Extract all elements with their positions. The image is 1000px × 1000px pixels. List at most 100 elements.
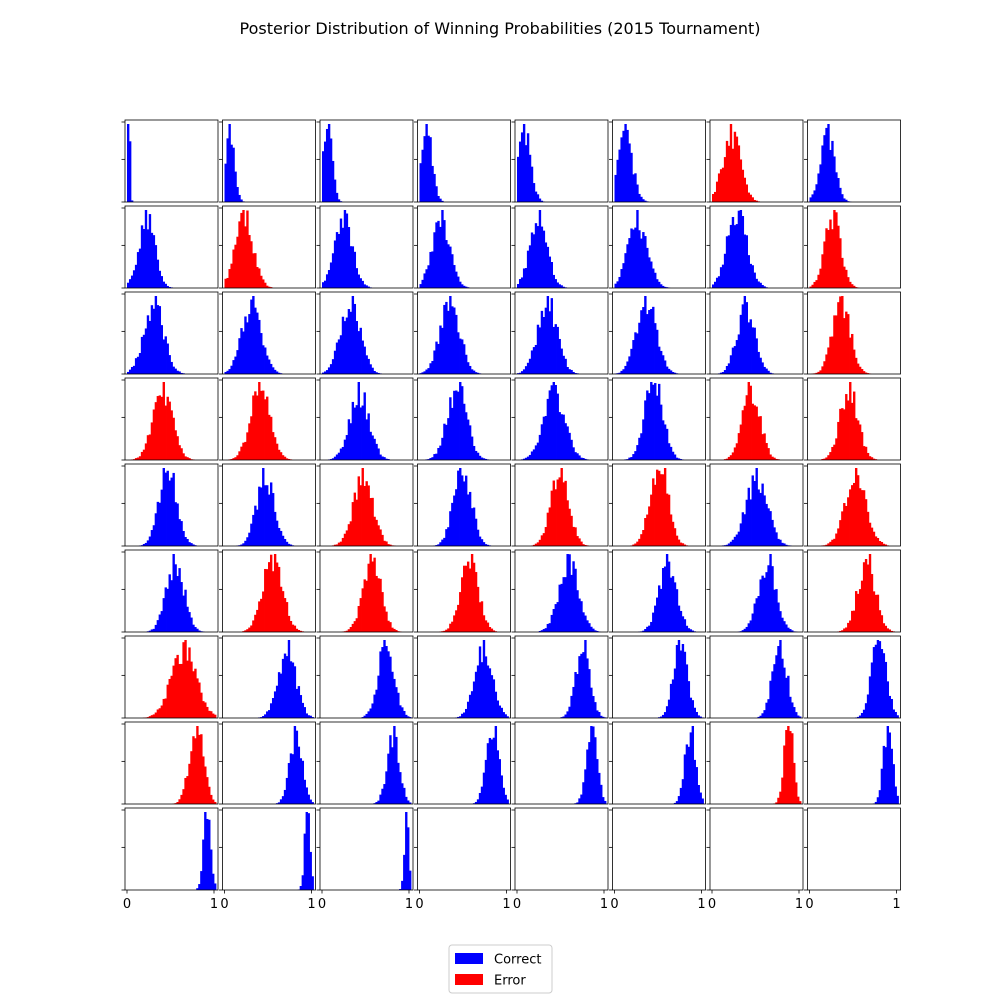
histogram-bar xyxy=(184,456,187,460)
histogram-bar xyxy=(283,789,287,804)
histogram-bar xyxy=(862,490,866,546)
histogram-bar xyxy=(230,144,233,202)
histogram-bar xyxy=(162,281,165,288)
histogram-bar xyxy=(367,286,370,288)
histogram-panel xyxy=(804,635,901,719)
histogram-panel xyxy=(316,635,414,719)
histogram-bar xyxy=(777,797,780,804)
histogram-bar xyxy=(522,458,526,460)
histogram-bar xyxy=(652,384,655,460)
histogram-bar xyxy=(791,702,794,718)
histogram-bar xyxy=(273,691,277,718)
histogram-panel xyxy=(121,807,219,894)
histogram-bar xyxy=(779,539,782,546)
histogram-bar xyxy=(590,687,593,718)
histogram-bar xyxy=(723,253,727,288)
histogram-bar xyxy=(634,227,637,288)
histogram-bar xyxy=(542,230,546,288)
histogram-bar xyxy=(825,457,828,460)
histogram-bar xyxy=(731,539,735,546)
histogram-bar xyxy=(835,533,838,546)
histogram-bar xyxy=(534,191,538,202)
histogram-bar xyxy=(397,631,400,632)
histogram-bar xyxy=(439,198,442,202)
histogram-bar xyxy=(761,434,764,460)
histogram-bar xyxy=(562,482,565,546)
histogram-bar xyxy=(731,148,735,202)
histogram-bar xyxy=(876,797,880,804)
histogram-bar xyxy=(474,518,478,546)
histogram-bar xyxy=(737,531,741,546)
panel-frame xyxy=(319,721,414,805)
histogram-bar xyxy=(781,777,784,804)
histogram-bar xyxy=(785,677,788,718)
histogram-bar xyxy=(188,542,191,546)
histogram-bar xyxy=(377,448,380,460)
histogram-bar xyxy=(381,534,384,546)
histogram-bar xyxy=(351,296,355,374)
histogram-bar xyxy=(246,629,249,632)
histogram-bar xyxy=(819,268,822,288)
histogram-bar xyxy=(854,591,858,632)
histogram-bar xyxy=(369,708,372,718)
histogram-bar xyxy=(441,327,444,374)
histogram-bar xyxy=(526,250,530,288)
histogram-bar xyxy=(339,335,343,374)
histogram-bar xyxy=(524,457,528,460)
histogram-bar xyxy=(260,275,263,288)
histogram-bar xyxy=(534,344,538,374)
histogram-bar xyxy=(377,800,380,804)
histogram-bar xyxy=(132,365,136,374)
histogram-bar xyxy=(839,630,842,632)
histogram-bar xyxy=(562,414,565,460)
histogram-bar xyxy=(190,617,193,632)
histogram-bar xyxy=(681,779,685,804)
histogram-bar xyxy=(584,544,587,546)
histogram-bar xyxy=(622,369,625,374)
histogram-bar xyxy=(431,165,434,202)
histogram-bar xyxy=(285,656,289,718)
panel-frame xyxy=(514,549,609,633)
histogram-bar xyxy=(299,758,303,804)
histogram-bar xyxy=(520,277,524,288)
histogram-bar xyxy=(289,661,293,718)
histogram-bar xyxy=(729,124,733,202)
histogram-bar xyxy=(369,364,372,374)
histogram-bar xyxy=(381,788,384,804)
histogram-bar xyxy=(638,538,641,546)
histogram-bar xyxy=(311,876,314,890)
histogram-bar xyxy=(669,577,673,632)
histogram-panel xyxy=(219,807,316,894)
histogram-bar xyxy=(759,715,762,718)
panel-frame xyxy=(417,291,511,375)
histogram-bar xyxy=(277,566,281,632)
histogram-bar xyxy=(888,629,891,632)
histogram-bar xyxy=(628,457,631,460)
histogram-bar xyxy=(379,454,382,460)
histogram-bar xyxy=(532,544,536,546)
histogram-bar xyxy=(325,274,329,288)
histogram-bar xyxy=(180,794,183,804)
histogram-bar xyxy=(725,544,729,546)
histogram-bar xyxy=(556,479,559,546)
histogram-bar xyxy=(447,310,450,374)
histogram-bar xyxy=(751,265,754,288)
histogram-bar xyxy=(204,812,207,890)
histogram-bar xyxy=(268,494,271,546)
histogram-bar xyxy=(331,359,335,374)
histogram-bar xyxy=(271,432,275,460)
histogram-bar xyxy=(751,327,754,374)
histogram-panel xyxy=(706,549,804,633)
panel-frame xyxy=(514,205,609,289)
histogram-bar xyxy=(570,369,573,374)
histogram-bar xyxy=(634,543,637,546)
histogram-bar xyxy=(518,279,522,288)
histogram-bar xyxy=(817,173,820,202)
panel-frame xyxy=(319,119,414,203)
histogram-bar xyxy=(275,562,279,632)
histogram-bar xyxy=(636,333,639,374)
histogram-bar xyxy=(379,529,382,546)
histogram-bar xyxy=(880,541,884,546)
histogram-bar xyxy=(176,802,179,804)
histogram-bar xyxy=(466,494,470,546)
